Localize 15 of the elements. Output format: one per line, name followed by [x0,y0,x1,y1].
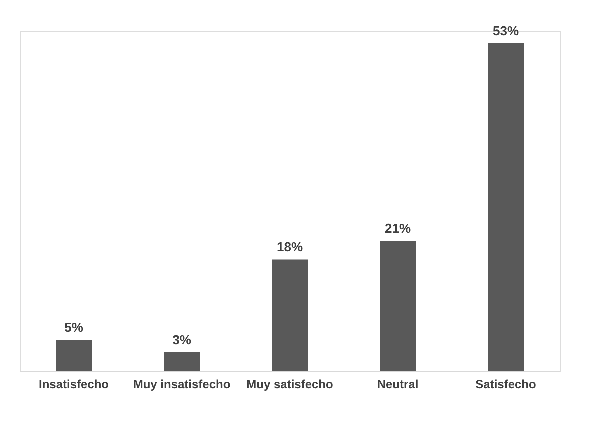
bar [164,352,200,371]
x-tick-label: Insatisfecho [38,378,110,392]
x-tick-label: Muy insatisfecho [133,378,231,392]
x-tick-label: Neutral [377,378,419,392]
x-tick-label: Satisfecho [476,378,536,392]
bar [380,241,416,371]
data-label: 21% [384,221,412,236]
data-label: 3% [172,332,192,348]
bar [56,340,92,371]
x-tick-label: Muy satisfecho [246,378,334,392]
data-label: 18% [276,240,304,255]
bar [488,43,524,371]
data-label: 53% [492,23,520,38]
data-label: 5% [64,320,84,336]
bar [272,260,308,371]
